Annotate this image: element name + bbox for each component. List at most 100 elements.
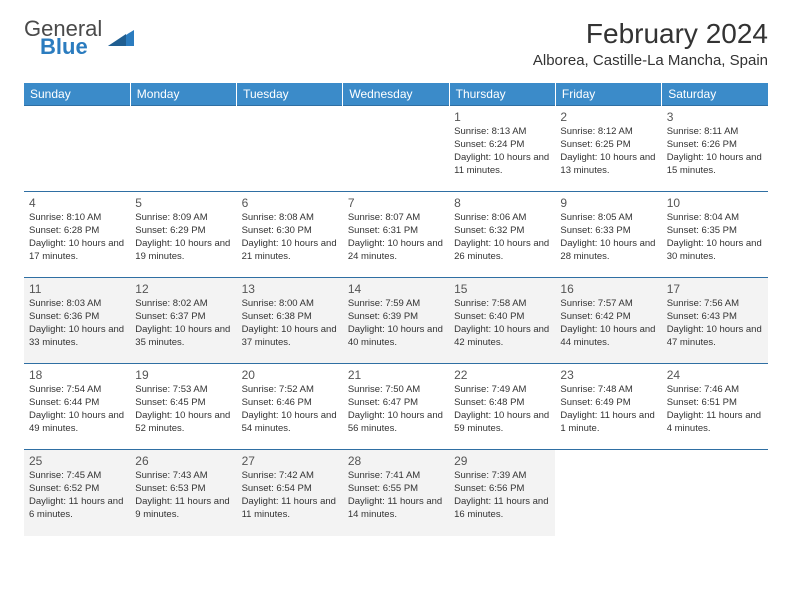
day-number: 28 (348, 453, 444, 469)
day-number: 17 (667, 281, 763, 297)
day-number: 25 (29, 453, 125, 469)
sunset-line: Sunset: 6:48 PM (454, 397, 550, 410)
sunset-line: Sunset: 6:38 PM (242, 311, 338, 324)
day-number: 1 (454, 109, 550, 125)
day-number: 10 (667, 195, 763, 211)
sunrise-line: Sunrise: 7:59 AM (348, 298, 444, 311)
calendar-table: SundayMondayTuesdayWednesdayThursdayFrid… (24, 83, 768, 536)
calendar-week: 11Sunrise: 8:03 AMSunset: 6:36 PMDayligh… (24, 278, 768, 364)
calendar-cell (237, 106, 343, 192)
calendar-week: 25Sunrise: 7:45 AMSunset: 6:52 PMDayligh… (24, 450, 768, 536)
location-subtitle: Alborea, Castille-La Mancha, Spain (533, 52, 768, 69)
calendar-cell: 29Sunrise: 7:39 AMSunset: 6:56 PMDayligh… (449, 450, 555, 536)
day-number: 11 (29, 281, 125, 297)
calendar-cell: 9Sunrise: 8:05 AMSunset: 6:33 PMDaylight… (555, 192, 661, 278)
calendar-cell: 28Sunrise: 7:41 AMSunset: 6:55 PMDayligh… (343, 450, 449, 536)
day-number: 24 (667, 367, 763, 383)
calendar-cell: 4Sunrise: 8:10 AMSunset: 6:28 PMDaylight… (24, 192, 130, 278)
daylight-line: Daylight: 10 hours and 37 minutes. (242, 324, 338, 350)
calendar-week: 18Sunrise: 7:54 AMSunset: 6:44 PMDayligh… (24, 364, 768, 450)
sunrise-line: Sunrise: 7:43 AM (135, 470, 231, 483)
sunrise-line: Sunrise: 7:49 AM (454, 384, 550, 397)
daylight-line: Daylight: 10 hours and 30 minutes. (667, 238, 763, 264)
daylight-line: Daylight: 11 hours and 6 minutes. (29, 496, 125, 522)
calendar-cell (662, 450, 768, 536)
day-header: Thursday (449, 83, 555, 106)
sunrise-line: Sunrise: 8:12 AM (560, 126, 656, 139)
sunset-line: Sunset: 6:53 PM (135, 483, 231, 496)
daylight-line: Daylight: 10 hours and 33 minutes. (29, 324, 125, 350)
day-number: 26 (135, 453, 231, 469)
sunset-line: Sunset: 6:56 PM (454, 483, 550, 496)
daylight-line: Daylight: 10 hours and 35 minutes. (135, 324, 231, 350)
day-number: 27 (242, 453, 338, 469)
sunset-line: Sunset: 6:37 PM (135, 311, 231, 324)
sunset-line: Sunset: 6:24 PM (454, 139, 550, 152)
sunrise-line: Sunrise: 7:41 AM (348, 470, 444, 483)
calendar-cell: 2Sunrise: 8:12 AMSunset: 6:25 PMDaylight… (555, 106, 661, 192)
sunset-line: Sunset: 6:52 PM (29, 483, 125, 496)
day-number: 14 (348, 281, 444, 297)
daylight-line: Daylight: 10 hours and 24 minutes. (348, 238, 444, 264)
sunrise-line: Sunrise: 8:08 AM (242, 212, 338, 225)
calendar-head: SundayMondayTuesdayWednesdayThursdayFrid… (24, 83, 768, 106)
calendar-cell: 16Sunrise: 7:57 AMSunset: 6:42 PMDayligh… (555, 278, 661, 364)
day-number: 19 (135, 367, 231, 383)
day-header: Monday (130, 83, 236, 106)
day-number: 22 (454, 367, 550, 383)
day-number: 16 (560, 281, 656, 297)
title-block: February 2024 Alborea, Castille-La Manch… (533, 18, 768, 69)
sunset-line: Sunset: 6:43 PM (667, 311, 763, 324)
sunset-line: Sunset: 6:33 PM (560, 225, 656, 238)
calendar-week: 1Sunrise: 8:13 AMSunset: 6:24 PMDaylight… (24, 106, 768, 192)
sunrise-line: Sunrise: 8:03 AM (29, 298, 125, 311)
page-header: General Blue February 2024 Alborea, Cast… (24, 18, 768, 69)
sunset-line: Sunset: 6:36 PM (29, 311, 125, 324)
sunset-line: Sunset: 6:42 PM (560, 311, 656, 324)
calendar-cell: 21Sunrise: 7:50 AMSunset: 6:47 PMDayligh… (343, 364, 449, 450)
sunrise-line: Sunrise: 7:46 AM (667, 384, 763, 397)
daylight-line: Daylight: 11 hours and 4 minutes. (667, 410, 763, 436)
sunrise-line: Sunrise: 7:48 AM (560, 384, 656, 397)
daylight-line: Daylight: 11 hours and 9 minutes. (135, 496, 231, 522)
day-header: Sunday (24, 83, 130, 106)
sunset-line: Sunset: 6:54 PM (242, 483, 338, 496)
calendar-cell: 19Sunrise: 7:53 AMSunset: 6:45 PMDayligh… (130, 364, 236, 450)
daylight-line: Daylight: 10 hours and 44 minutes. (560, 324, 656, 350)
daylight-line: Daylight: 10 hours and 17 minutes. (29, 238, 125, 264)
daylight-line: Daylight: 10 hours and 49 minutes. (29, 410, 125, 436)
calendar-cell (555, 450, 661, 536)
day-number: 8 (454, 195, 550, 211)
day-number: 12 (135, 281, 231, 297)
calendar-cell: 26Sunrise: 7:43 AMSunset: 6:53 PMDayligh… (130, 450, 236, 536)
calendar-cell: 8Sunrise: 8:06 AMSunset: 6:32 PMDaylight… (449, 192, 555, 278)
sunrise-line: Sunrise: 7:53 AM (135, 384, 231, 397)
sunset-line: Sunset: 6:32 PM (454, 225, 550, 238)
daylight-line: Daylight: 10 hours and 26 minutes. (454, 238, 550, 264)
daylight-line: Daylight: 10 hours and 11 minutes. (454, 152, 550, 178)
calendar-cell: 17Sunrise: 7:56 AMSunset: 6:43 PMDayligh… (662, 278, 768, 364)
calendar-cell: 7Sunrise: 8:07 AMSunset: 6:31 PMDaylight… (343, 192, 449, 278)
day-number: 15 (454, 281, 550, 297)
calendar-cell: 5Sunrise: 8:09 AMSunset: 6:29 PMDaylight… (130, 192, 236, 278)
sunset-line: Sunset: 6:30 PM (242, 225, 338, 238)
calendar-cell: 3Sunrise: 8:11 AMSunset: 6:26 PMDaylight… (662, 106, 768, 192)
day-header: Wednesday (343, 83, 449, 106)
calendar-cell (24, 106, 130, 192)
daylight-line: Daylight: 10 hours and 21 minutes. (242, 238, 338, 264)
daylight-line: Daylight: 10 hours and 47 minutes. (667, 324, 763, 350)
calendar-cell: 12Sunrise: 8:02 AMSunset: 6:37 PMDayligh… (130, 278, 236, 364)
calendar-cell (130, 106, 236, 192)
day-number: 18 (29, 367, 125, 383)
calendar-cell: 14Sunrise: 7:59 AMSunset: 6:39 PMDayligh… (343, 278, 449, 364)
calendar-cell: 6Sunrise: 8:08 AMSunset: 6:30 PMDaylight… (237, 192, 343, 278)
month-title: February 2024 (533, 18, 768, 50)
daylight-line: Daylight: 10 hours and 13 minutes. (560, 152, 656, 178)
daylight-line: Daylight: 11 hours and 1 minute. (560, 410, 656, 436)
day-header: Friday (555, 83, 661, 106)
sunset-line: Sunset: 6:51 PM (667, 397, 763, 410)
sunrise-line: Sunrise: 7:52 AM (242, 384, 338, 397)
calendar-cell: 13Sunrise: 8:00 AMSunset: 6:38 PMDayligh… (237, 278, 343, 364)
daylight-line: Daylight: 10 hours and 42 minutes. (454, 324, 550, 350)
day-number: 2 (560, 109, 656, 125)
